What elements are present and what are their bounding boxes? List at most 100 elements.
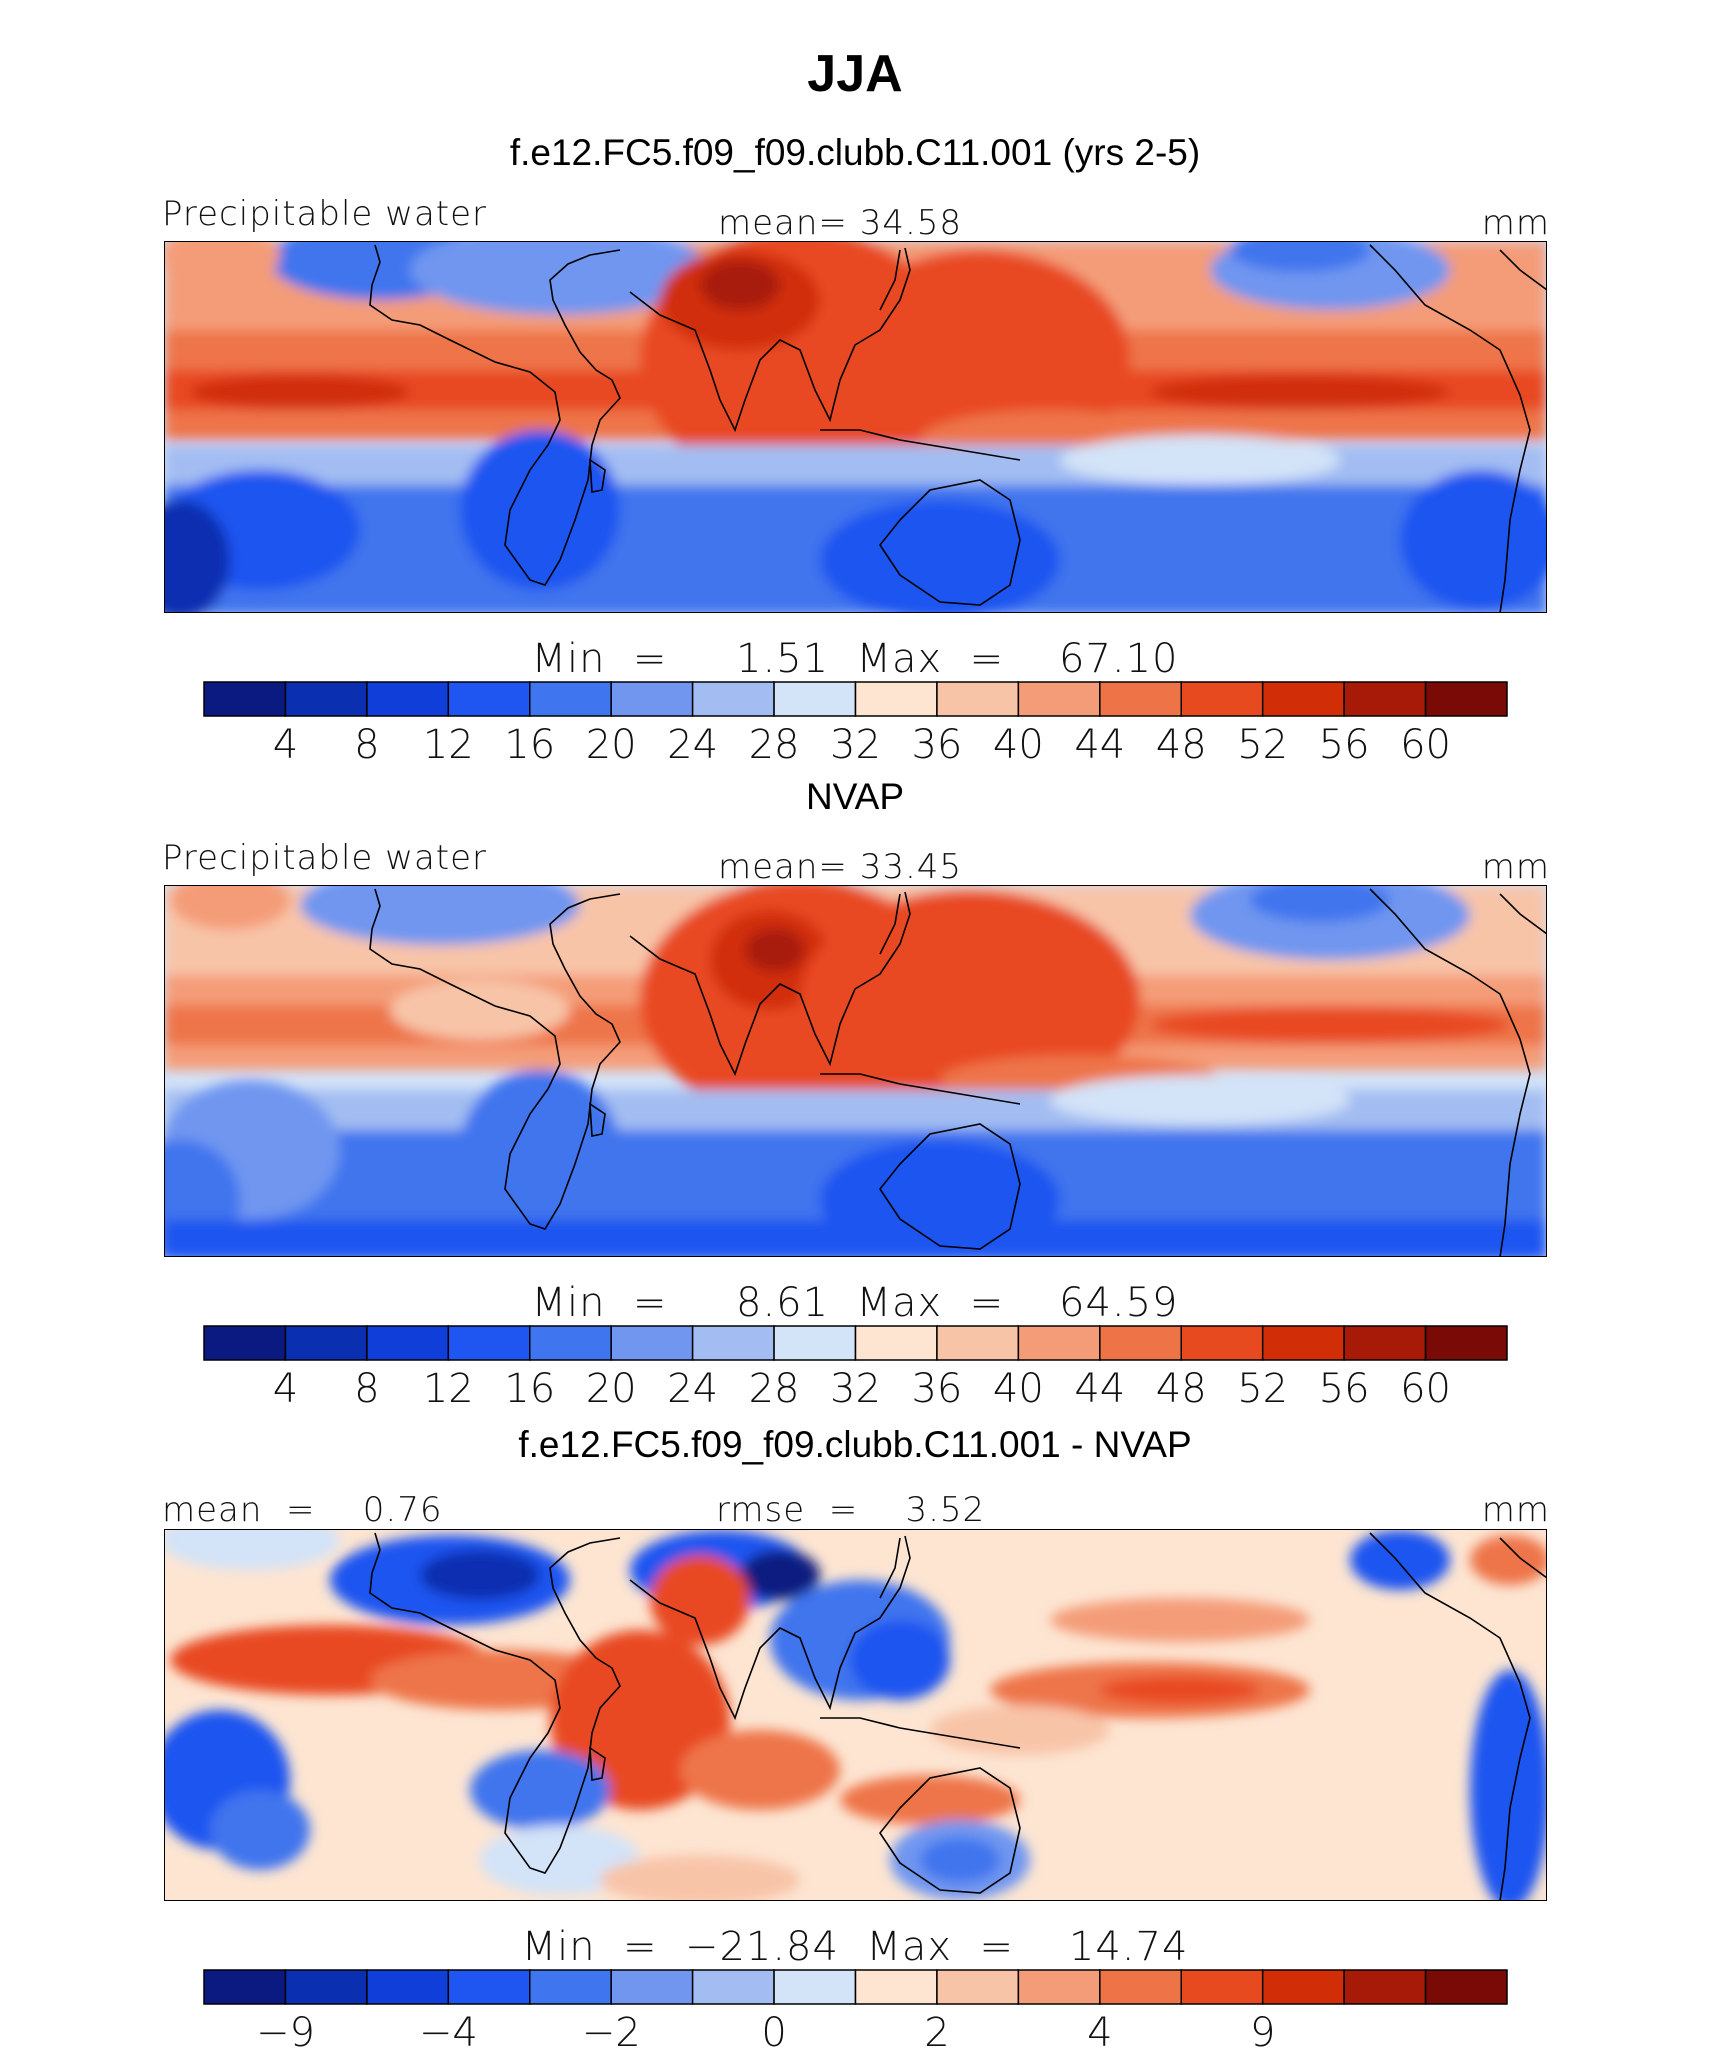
colorbar-1-swatch [366,681,450,717]
colorbar-3-tick-label: −9 [256,2010,315,2048]
colorbar-2-tick-label: 40 [993,1366,1044,1412]
colorbar-3-swatch [284,1969,368,2005]
colorbar-3-swatch [366,1969,450,2005]
colorbar-1-swatch [1017,681,1101,717]
colorbar-1-tick-label: 52 [1237,722,1288,768]
colorbar-1-swatch [1261,681,1345,717]
colorbar-2-tick-label: 48 [1156,1366,1207,1412]
colorbar-1-tick-label: 48 [1156,722,1207,768]
colorbar-1-tick-label: 56 [1319,722,1370,768]
colorbar-2-tick-label: 24 [667,1366,718,1412]
panel-3-colorbar: −9 −4 −2 0 2 4 9 [203,1969,1508,2048]
colorbar-3-tick-label: 2 [924,2010,949,2048]
colorbar-2-swatch [1017,1325,1101,1361]
panel-1-colorbar: 4 8 12 16 20 24 28 32 36 40 44 48 52 56 60 [203,681,1508,768]
colorbar-1-swatch [936,681,1020,717]
colorbar-2-swatch [1099,1325,1182,1361]
colorbar-1-swatch [773,681,857,717]
colorbar-2-swatch [529,1325,612,1361]
colorbar-1-tick-label: 32 [830,722,881,768]
colorbar-1-swatch [1343,681,1427,717]
colorbar-1-swatch [610,681,694,717]
colorbar-3-tick-label: 4 [1087,2010,1112,2048]
colorbar-2-swatch [1343,1325,1427,1361]
panel-2-variable-label: Precipitable water [162,838,488,878]
colorbar-2-tick-label: 36 [911,1366,962,1412]
colorbar-1-tick-label: 20 [586,722,637,768]
colorbar-3-swatch [936,1969,1020,2005]
colorbar-1-tick-label: 28 [749,722,800,768]
colorbar-2-swatch [610,1325,694,1361]
colorbar-3-tick-label: −4 [419,2010,478,2048]
colorbar-1-swatch [203,681,287,717]
panel-2-minmax-label: Min = 8.61 Max = 64.59 [531,1280,1179,1326]
colorbar-2-swatch [936,1325,1020,1361]
colorbar-2-tick-label: 60 [1400,1366,1451,1412]
panel-3-units-label: mm [1481,1490,1550,1530]
colorbar-1-swatch [854,681,938,717]
colorbar-1-swatch [284,681,368,717]
colorbar-3-swatch [1343,1969,1427,2005]
colorbar-2-tick-label: 20 [586,1366,637,1412]
colorbar-2-tick-label: 32 [830,1366,881,1412]
panel-1-variable-label: Precipitable water [162,194,488,234]
colorbar-3-swatch [1099,1969,1182,2005]
page-title: JJA [807,45,903,103]
panel-3-mean-label: mean = 0.76 [162,1490,443,1530]
panel-2-mean-label: mean= 33.45 [718,847,963,887]
panel-3-rmse-label: rmse = 3.52 [716,1490,986,1530]
colorbar-2-tick-label: 4 [273,1366,298,1412]
colorbar-1-swatch [1424,681,1508,717]
colorbar-2-swatch [284,1325,368,1361]
panel-3-map [164,1529,1547,1901]
colorbar-1-tick-label: 4 [273,722,298,768]
colorbar-2-swatch [773,1325,857,1361]
colorbar-1-swatch [1099,681,1182,717]
colorbar-2-swatch [691,1325,775,1361]
colorbar-2-tick-label: 16 [504,1366,555,1412]
colorbar-2-swatch [854,1325,938,1361]
colorbar-2-tick-label: 52 [1237,1366,1288,1412]
colorbar-2-swatch [447,1325,531,1361]
colorbar-3-tick-label: 9 [1250,2010,1275,2048]
colorbar-3-swatch [1261,1969,1345,2005]
colorbar-2-swatch [366,1325,450,1361]
panel-2-units-label: mm [1481,847,1550,887]
colorbar-1-tick-label: 40 [993,722,1044,768]
panel-1-minmax-label: Min = 1.51 Max = 67.10 [531,636,1179,682]
colorbar-3-tick-label: −2 [582,2010,641,2048]
colorbar-3-swatch [1424,1969,1508,2005]
panel-3-minmax-label: Min = −21.84 Max = 14.74 [521,1924,1189,1970]
colorbar-2-swatch [1424,1325,1508,1361]
colorbar-1-tick-label: 60 [1400,722,1451,768]
colorbar-2-tick-label: 28 [749,1366,800,1412]
colorbar-3-tick-label: 0 [761,2010,786,2048]
colorbar-3-swatch [1180,1969,1264,2005]
colorbar-2-tick-label: 44 [1074,1366,1125,1412]
colorbar-3-swatch [854,1969,938,2005]
colorbar-1-tick-label: 12 [423,722,474,768]
colorbar-1-swatch [691,681,775,717]
colorbar-3-swatch [610,1969,694,2005]
colorbar-1-tick-label: 44 [1074,722,1125,768]
colorbar-2-swatch [203,1325,287,1361]
colorbar-2-tick-label: 56 [1319,1366,1370,1412]
panel-1-mean-label: mean= 34.58 [718,203,963,243]
panel-2-header: NVAP [805,776,904,817]
panel-3-header: f.e12.FC5.f09_f09.clubb.C11.001 - NVAP [518,1424,1192,1465]
colorbar-1-swatch [529,681,612,717]
colorbar-1-swatch [447,681,531,717]
colorbar-3-swatch [447,1969,531,2005]
colorbar-2-swatch [1261,1325,1345,1361]
colorbar-1-tick-label: 16 [504,722,555,768]
panel-1-units-label: mm [1481,203,1550,243]
colorbar-3-swatch [773,1969,857,2005]
colorbar-2-tick-label: 8 [354,1366,379,1412]
panel-2-map [164,885,1547,1257]
colorbar-1-tick-label: 8 [354,722,379,768]
colorbar-3-swatch [691,1969,775,2005]
colorbar-2-swatch [1180,1325,1264,1361]
colorbar-3-swatch [1017,1969,1101,2005]
colorbar-1-tick-label: 24 [667,722,718,768]
